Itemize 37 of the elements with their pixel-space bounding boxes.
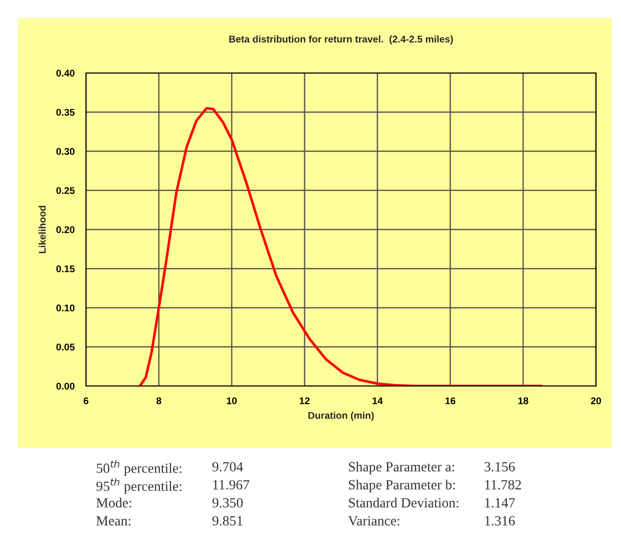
y-tick-label: 0.05: [56, 344, 75, 350]
y-tick-label: 0.15: [56, 265, 75, 272]
text: Shape Parameter b:: [348, 480, 455, 492]
chart-title: Beta distribution for return travel. (2.4-2.5 miles): [229, 35, 453, 44]
text: 1.316: [485, 516, 515, 526]
y-tick-label: 0.00: [56, 382, 74, 390]
text: Standard Deviation:: [348, 498, 458, 508]
y-tick-label: 0.40: [56, 70, 74, 77]
text: 9.350: [212, 498, 243, 508]
y-tick-label: 0.30: [56, 148, 74, 155]
text: 11.967: [213, 480, 250, 490]
text: 11.782: [485, 480, 521, 490]
x-tick-label: 6: [84, 397, 88, 404]
x-tick-label: 8: [156, 397, 162, 404]
text: Mean:: [96, 516, 130, 526]
x-tick-label: 18: [518, 397, 528, 404]
text: 9.704: [212, 462, 244, 472]
line-series: [138, 106, 543, 386]
y-tick-label: 0.10: [56, 304, 74, 312]
x-axis-title: Duration (min): [308, 412, 374, 421]
text: Mode:: [96, 498, 132, 508]
text: 1.147: [485, 498, 515, 508]
text: 9.851: [212, 516, 242, 526]
text: 95$^{th}$ percentile:: [96, 478, 182, 494]
y-tick-label: 0.25: [56, 187, 75, 194]
y-tick-label: 0.35: [56, 108, 75, 116]
text: Shape Parameter a:: [348, 462, 454, 474]
y-axis-title: Likelihood: [38, 206, 46, 254]
y-tick-label: 0.20: [56, 226, 74, 234]
text: 50$^{th}$ percentile:: [96, 460, 182, 476]
x-tick-label: 12: [300, 397, 310, 404]
x-tick-label: 10: [226, 397, 237, 404]
x-tick-label: 14: [372, 397, 383, 404]
x-tick-label: 16: [445, 397, 456, 404]
text: Variance:: [348, 516, 400, 526]
x-tick-label: 20: [590, 397, 602, 404]
text: 3.156: [484, 462, 515, 472]
